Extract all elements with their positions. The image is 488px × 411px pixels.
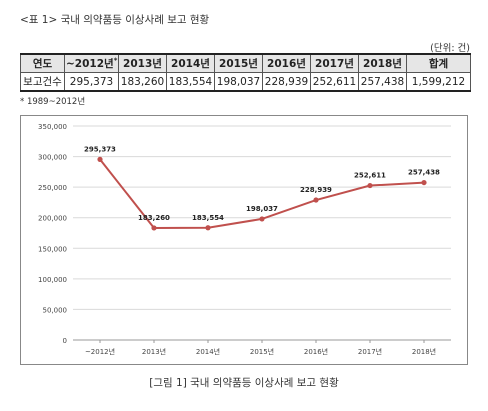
table-row: 보고건수 295,373 183,260 183,554 198,037 228…	[20, 72, 471, 92]
column-header-total: 합계	[406, 53, 471, 73]
table-cell: 183,260	[118, 72, 167, 92]
data-label: 228,939	[300, 186, 332, 194]
y-tick-label: 50,000	[43, 306, 68, 314]
column-header: 2016년	[262, 53, 311, 73]
data-point	[421, 179, 427, 186]
x-tick-label: 2018년	[412, 347, 436, 356]
table-caption: <표 1> 국내 의약품등 이상사례 보고 현황	[20, 14, 210, 26]
x-tick-label: 2016년	[304, 347, 328, 356]
y-tick-label: 0	[63, 337, 67, 345]
footnote-mark: *	[113, 56, 118, 65]
data-point	[151, 225, 157, 231]
table-cell: 198,037	[214, 72, 263, 92]
y-tick-label: 250,000	[38, 184, 67, 192]
table-header-row: 연도 ~2012년* 2013년 2014년 2015년 2016년 2017년…	[20, 53, 471, 73]
header-year-label: 연도	[20, 53, 65, 73]
x-tick-label: 2017년	[358, 347, 382, 356]
y-tick-label: 300,000	[38, 154, 67, 162]
data-point	[367, 182, 373, 189]
table-cell-total: 1,599,212	[406, 72, 471, 92]
data-point	[259, 216, 265, 222]
table-cell: 183,554	[166, 72, 215, 92]
x-tick-label: 2014년	[196, 347, 220, 356]
data-point	[205, 225, 211, 231]
data-label: 295,373	[84, 145, 116, 153]
table-cell: 295,373	[64, 72, 119, 92]
column-header: 2014년	[166, 53, 215, 73]
data-label: 183,260	[138, 214, 170, 222]
column-header: 2015년	[214, 53, 263, 73]
footnote: * 1989~2012년	[20, 97, 86, 107]
x-tick-label: 2015년	[250, 347, 274, 356]
data-label: 252,611	[354, 172, 386, 180]
x-tick-label: ~2012년	[85, 347, 115, 356]
table-cell: 257,438	[358, 72, 407, 92]
column-header-text: ~2012년	[66, 58, 114, 70]
unit-label: (단위: 건)	[430, 43, 470, 54]
chart-svg: 0 50,000 100,000 150,000 200,000 250,000 300,0…	[38, 123, 451, 356]
row-label: 보고건수	[20, 72, 65, 92]
line-chart: 0 50,000 100,000 150,000 200,000 250,000 300,0…	[20, 115, 468, 365]
report-count-table: 연도 ~2012년* 2013년 2014년 2015년 2016년 2017년…	[20, 53, 471, 92]
column-header: 2018년	[358, 53, 407, 73]
y-tick-label: 350,000	[38, 123, 67, 131]
data-label: 257,438	[408, 169, 440, 177]
y-tick-label: 100,000	[38, 276, 67, 284]
y-tick-label: 150,000	[38, 245, 67, 253]
table-cell: 252,611	[310, 72, 359, 92]
column-header: 2017년	[310, 53, 359, 73]
data-point	[313, 197, 319, 203]
figure-caption: [그림 1] 국내 의약품등 이상사례 보고 현황	[149, 377, 339, 389]
x-tick-label: 2013년	[142, 347, 166, 356]
table-cell: 228,939	[262, 72, 311, 92]
y-tick-label: 200,000	[38, 215, 67, 223]
data-point	[97, 156, 103, 163]
data-label: 198,037	[246, 205, 278, 213]
column-header: ~2012년*	[64, 53, 119, 73]
data-label: 183,554	[192, 214, 224, 222]
column-header: 2013년	[118, 53, 167, 73]
